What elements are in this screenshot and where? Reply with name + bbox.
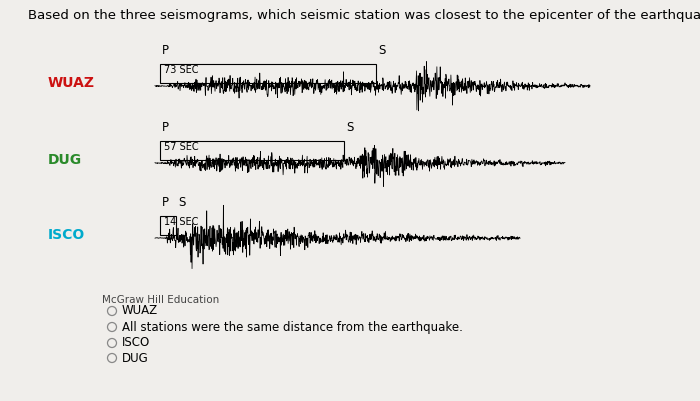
Text: S: S [178,196,186,209]
Text: 57 SEC: 57 SEC [164,142,199,152]
Text: P: P [162,44,169,57]
Text: P: P [162,196,169,209]
Text: McGraw Hill Education: McGraw Hill Education [102,295,219,305]
Text: S: S [346,121,354,134]
Text: Based on the three seismograms, which seismic station was closest to the epicent: Based on the three seismograms, which se… [28,9,700,22]
Text: 73 SEC: 73 SEC [164,65,199,75]
Text: All stations were the same distance from the earthquake.: All stations were the same distance from… [122,320,463,334]
Text: P: P [162,121,169,134]
Bar [160,216,176,235]
Bar [160,64,376,83]
Text: WUAZ: WUAZ [48,76,95,90]
Text: DUG: DUG [48,153,82,167]
Bar [160,141,344,160]
Text: 14 SEC: 14 SEC [164,217,198,227]
Text: ISCO: ISCO [122,336,150,350]
Text: WUAZ: WUAZ [122,304,158,318]
Text: S: S [378,44,386,57]
Text: ISCO: ISCO [48,228,85,242]
Text: DUG: DUG [122,352,148,365]
